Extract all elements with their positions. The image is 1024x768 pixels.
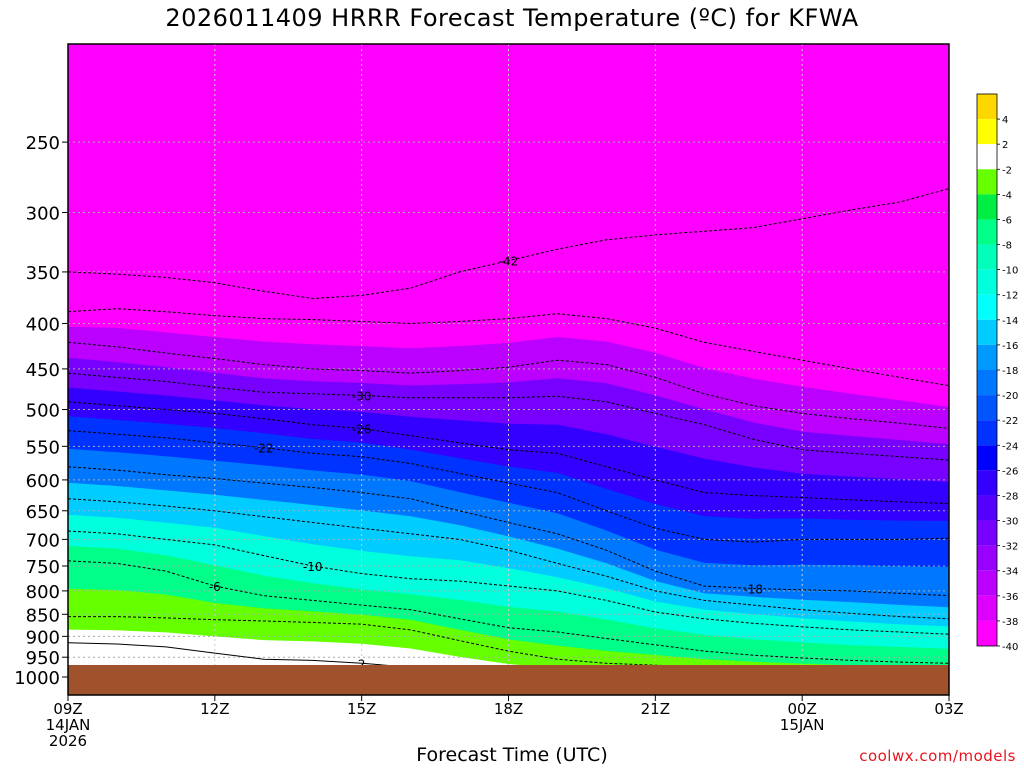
x-tick-label: 03Z [934,700,963,718]
x-tick-label: 18Z [494,700,523,718]
y-tick-label: 350 [26,263,60,284]
colorbar-swatch [977,495,997,521]
y-tick-label: 650 [26,502,60,523]
y-tick-label: 750 [26,557,60,578]
colorbar-swatch [977,570,997,596]
colorbar: 4 2 -2 -4 -6 -8 -10 -12 -14 -16 -18 -20 -22 -24 -26 -28… [976,93,1018,653]
x-tick-label: 15Z [347,700,376,718]
x-tick-label: 21Z [641,700,670,718]
colorbar-label: -2 [1002,165,1012,176]
colorbar-label: -24 [1002,441,1018,452]
colorbar-swatch [977,420,997,446]
colorbar-swatch [977,344,997,370]
isotherm-label: -26 [352,422,372,436]
colorbar-label: -40 [1002,642,1018,653]
isotherm-line [68,341,949,429]
colorbar-swatch [977,144,997,170]
isotherm-line [68,430,949,543]
colorbar-label: -20 [1002,391,1018,402]
colorbar-label: -6 [1002,215,1012,226]
colorbar-swatch [977,269,997,295]
y-tick-label: 550 [26,437,60,458]
y-tick-label: 400 [26,314,60,335]
colorbar-label: -18 [1002,366,1018,377]
colorbar-swatch [977,545,997,571]
isotherm-line [68,498,949,620]
isotherm-label: -22 [254,442,274,456]
colorbar-label: 2 [1002,140,1008,151]
colorbar-label: -16 [1002,341,1018,352]
colorbar-swatch [977,244,997,270]
colorbar-label: -8 [1002,241,1012,252]
colorbar-swatch [977,219,997,245]
x-tick-label: 12Z [200,700,229,718]
x-tick-label: 2026 [49,732,87,750]
colorbar-swatch [977,620,997,646]
colorbar-label: -36 [1002,592,1018,603]
colorbar-label: -30 [1002,517,1018,528]
isotherm-line [68,466,949,597]
y-tick-label: 600 [26,471,60,492]
colorbar-swatch [977,595,997,621]
isotherm-label: -6 [209,580,221,594]
y-tick-label: 500 [26,401,60,422]
isotherm-line [68,401,949,505]
colorbar-label: -32 [1002,542,1018,553]
colorbar-label: -34 [1002,567,1018,578]
colorbar-swatch [977,319,997,345]
colorbar-label: 4 [1002,115,1008,126]
colorbar-swatch [977,470,997,496]
colorbar-swatch [977,520,997,546]
ground-surface [68,665,949,695]
y-tick-label: 450 [26,360,60,381]
colorbar-label: -10 [1002,266,1018,277]
isotherm-line [68,308,949,387]
colorbar-swatch [977,395,997,421]
y-tick-label: 800 [26,582,60,603]
y-tick-label: 850 [26,605,60,626]
colorbar-swatch [977,445,997,471]
colorbar-label: -28 [1002,491,1018,502]
isotherm-label: -42 [499,255,519,269]
x-tick-label: 15JAN [780,716,825,734]
colorbar-label: -4 [1002,190,1012,201]
y-tick-label: 300 [26,203,60,224]
isotherm-label: -18 [743,582,763,596]
colorbar-label: -26 [1002,466,1018,477]
colorbar-swatch [977,119,997,145]
colorbar-label: -14 [1002,316,1018,327]
colorbar-swatch [977,194,997,220]
y-axis: 2503003504004505005506006507007508008509… [14,133,68,689]
isotherm-label: 2 [358,657,366,671]
colorbar-swatch [977,294,997,320]
y-tick-label: 1000 [14,668,60,689]
colorbar-label: -12 [1002,291,1018,302]
x-axis-label: Forecast Time (UTC) [416,744,608,766]
colorbar-swatch [977,370,997,396]
colorbar-swatch [977,169,997,195]
isotherm-line [68,530,949,635]
isotherm-line [68,372,949,461]
isotherm-label: -10 [303,560,323,574]
isotherm-line [68,188,949,300]
chart-title: 2026011409 HRRR Forecast Temperature (ºC… [165,4,859,32]
x-tick-label: 14JAN [46,716,91,734]
isotherm-label: -30 [352,389,372,403]
x-tick-label: 00Z [787,700,816,718]
colorbar-label: -38 [1002,617,1018,628]
grid-layer [67,44,950,695]
source-credit: coolwx.com/models [859,747,1016,765]
y-tick-label: 900 [26,627,60,648]
isotherm-line [68,560,949,664]
colorbar-swatch [977,94,997,120]
y-tick-label: 950 [26,648,60,669]
colorbar-label: -22 [1002,416,1018,427]
y-tick-label: 700 [26,530,60,551]
y-tick-label: 250 [26,133,60,154]
x-tick-label: 09Z [53,700,82,718]
